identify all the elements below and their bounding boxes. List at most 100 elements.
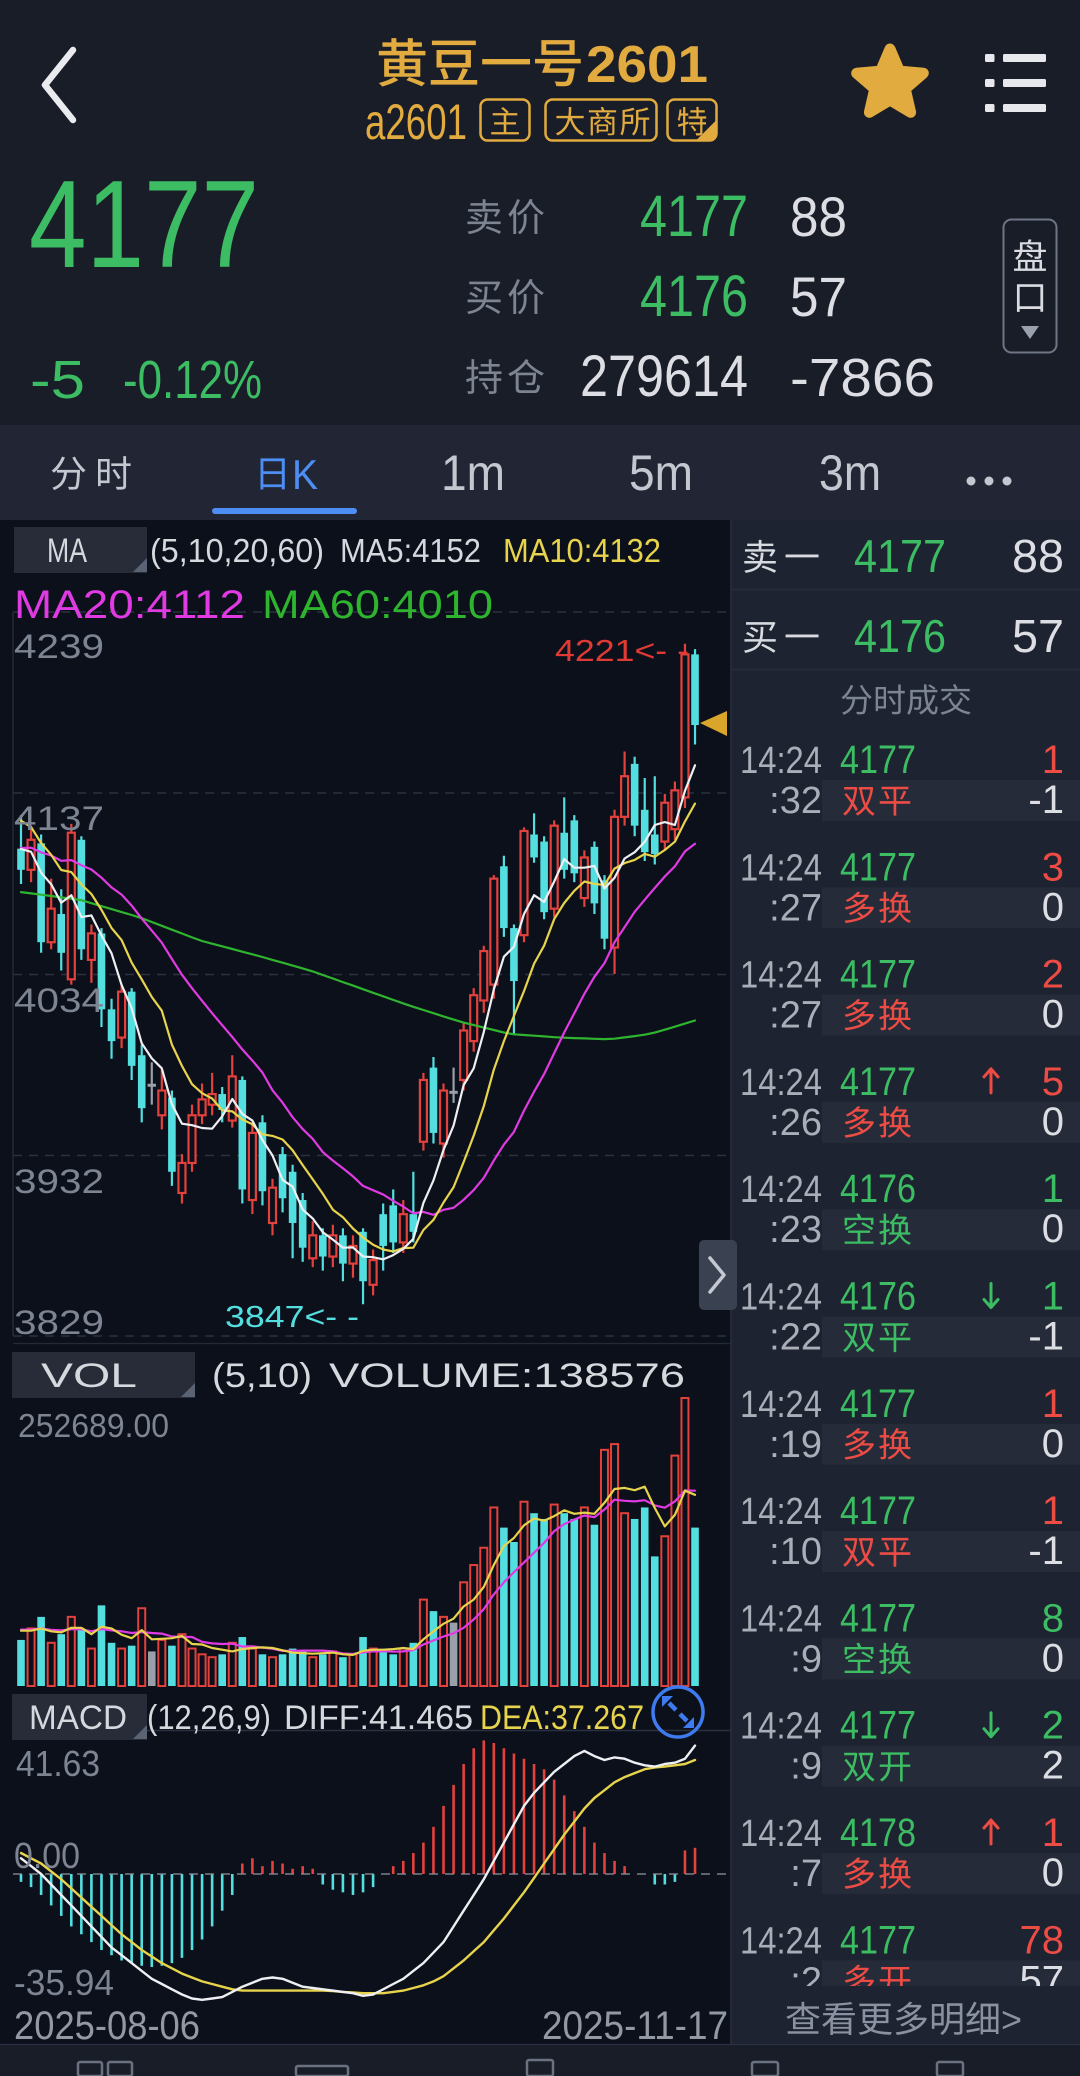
svg-text:0: 0 <box>1042 1422 1064 1466</box>
svg-text:14:24: 14:24 <box>740 1384 822 1426</box>
svg-text:0.00: 0.00 <box>14 1835 80 1876</box>
svg-text:5: 5 <box>1042 1060 1064 1104</box>
svg-text:1: 1 <box>1042 1489 1064 1533</box>
svg-text:279614: 279614 <box>580 344 748 409</box>
svg-text:3m: 3m <box>819 445 881 501</box>
svg-text:3: 3 <box>1042 845 1064 889</box>
svg-text:4178: 4178 <box>840 1811 916 1855</box>
svg-text:VOL: VOL <box>41 1357 137 1395</box>
svg-text:DEA:37.267: DEA:37.267 <box>480 1699 644 1737</box>
svg-text:14:24: 14:24 <box>740 1920 822 1962</box>
svg-text:14:24: 14:24 <box>740 1813 822 1855</box>
svg-text::7: :7 <box>790 1853 822 1895</box>
svg-text:3932: 3932 <box>14 1163 104 1201</box>
svg-text:8: 8 <box>1042 1596 1064 1640</box>
svg-text::23: :23 <box>769 1209 822 1251</box>
svg-text:14:24: 14:24 <box>740 1598 822 1640</box>
svg-text::32: :32 <box>769 780 822 822</box>
svg-text:1: 1 <box>1042 1275 1064 1319</box>
svg-text:88: 88 <box>790 185 847 248</box>
svg-text:2025-11-17: 2025-11-17 <box>542 2004 728 2048</box>
svg-text:0: 0 <box>1042 1851 1064 1895</box>
svg-text:4034: 4034 <box>14 982 104 1020</box>
svg-text:1: 1 <box>1042 1811 1064 1855</box>
svg-text:4177: 4177 <box>840 1596 916 1640</box>
svg-text::26: :26 <box>769 1102 822 1144</box>
svg-text::22: :22 <box>769 1317 822 1359</box>
svg-text::9: :9 <box>790 1638 822 1680</box>
svg-text:>: > <box>1001 1999 1022 2040</box>
svg-text:4177: 4177 <box>840 1918 916 1962</box>
svg-text:-1: -1 <box>1028 778 1064 822</box>
svg-text:14:24: 14:24 <box>740 1169 822 1211</box>
svg-text:4221<- -: 4221<- - <box>555 633 689 668</box>
svg-text::27: :27 <box>769 887 822 929</box>
svg-text:14:24: 14:24 <box>740 1277 822 1319</box>
svg-text:57: 57 <box>1012 610 1064 662</box>
svg-text:VOLUME:138576: VOLUME:138576 <box>329 1357 685 1395</box>
svg-text:14:24: 14:24 <box>740 847 822 889</box>
svg-text:MA: MA <box>47 532 87 570</box>
svg-text:4239: 4239 <box>14 628 104 666</box>
svg-text:4177: 4177 <box>840 845 916 889</box>
svg-text:MA10:4132: MA10:4132 <box>503 532 661 569</box>
svg-text:0: 0 <box>1042 993 1064 1037</box>
svg-text:4177: 4177 <box>29 156 259 294</box>
svg-text:-7866: -7866 <box>790 348 935 408</box>
svg-text:78: 78 <box>1020 1918 1065 1962</box>
svg-text:(5,10): (5,10) <box>212 1357 312 1395</box>
svg-text:4176: 4176 <box>840 1275 916 1319</box>
svg-text:a2601: a2601 <box>365 94 467 150</box>
svg-text:4177: 4177 <box>854 530 946 582</box>
svg-text:-35.94: -35.94 <box>14 1962 114 2003</box>
svg-text:4177: 4177 <box>640 184 748 249</box>
svg-text::10: :10 <box>769 1531 822 1573</box>
svg-text:4177: 4177 <box>840 1704 916 1748</box>
svg-text:1m: 1m <box>441 445 505 501</box>
svg-text:-0.12%: -0.12% <box>123 350 262 410</box>
svg-text:MA5:4152: MA5:4152 <box>340 532 481 569</box>
svg-text:0: 0 <box>1042 885 1064 929</box>
svg-text:2: 2 <box>1042 953 1064 997</box>
svg-text:0: 0 <box>1042 1207 1064 1251</box>
svg-text::19: :19 <box>769 1424 822 1466</box>
svg-text:2601: 2601 <box>586 36 708 94</box>
svg-text:14:24: 14:24 <box>740 1706 822 1748</box>
svg-text::27: :27 <box>769 995 822 1037</box>
svg-text:14:24: 14:24 <box>740 1062 822 1104</box>
svg-text:14:24: 14:24 <box>740 740 822 782</box>
svg-text:4177: 4177 <box>840 1489 916 1533</box>
svg-text:(5,10,20,60): (5,10,20,60) <box>150 532 324 569</box>
svg-text:MA60:4010: MA60:4010 <box>262 583 493 627</box>
svg-text:-5: -5 <box>30 350 85 410</box>
svg-text::2: :2 <box>790 1960 822 2002</box>
svg-text:4177: 4177 <box>840 1382 916 1426</box>
svg-text:4137: 4137 <box>14 800 104 838</box>
svg-text:4176: 4176 <box>854 610 946 662</box>
svg-text:-1: -1 <box>1028 1529 1064 1573</box>
svg-text:1: 1 <box>1042 1167 1064 1211</box>
svg-text:-1: -1 <box>1028 1315 1064 1359</box>
svg-text:1: 1 <box>1042 1382 1064 1426</box>
svg-text:41.63: 41.63 <box>16 1743 100 1784</box>
svg-text::9: :9 <box>790 1746 822 1788</box>
svg-text:252689.00: 252689.00 <box>18 1407 169 1444</box>
svg-text:(12,26,9): (12,26,9) <box>147 1699 271 1737</box>
svg-text:14:24: 14:24 <box>740 1491 822 1533</box>
svg-text:0: 0 <box>1042 1100 1064 1144</box>
svg-text:1: 1 <box>1042 738 1064 782</box>
svg-text:2025-08-06: 2025-08-06 <box>14 2004 200 2048</box>
svg-text:0: 0 <box>1042 1636 1064 1680</box>
svg-text:57: 57 <box>1020 1958 1065 2002</box>
svg-text:4177: 4177 <box>840 1060 916 1104</box>
svg-text:K: K <box>292 451 318 498</box>
svg-text:3847<- -: 3847<- - <box>225 1299 359 1334</box>
svg-text:MACD: MACD <box>29 1699 127 1737</box>
svg-text:2: 2 <box>1042 1744 1064 1788</box>
svg-text:4177: 4177 <box>840 953 916 997</box>
svg-text:3829: 3829 <box>14 1304 104 1342</box>
svg-text:4176: 4176 <box>840 1167 916 1211</box>
svg-text:MA20:4112: MA20:4112 <box>14 583 245 627</box>
svg-text:2: 2 <box>1042 1704 1064 1748</box>
svg-text:4177: 4177 <box>840 738 916 782</box>
